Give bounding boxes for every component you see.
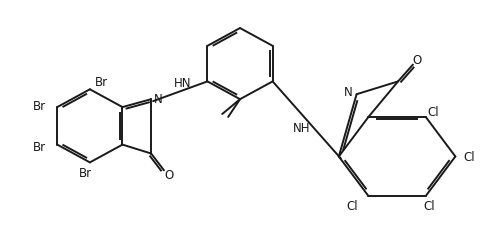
Text: Cl: Cl (347, 200, 359, 212)
Text: O: O (164, 168, 174, 181)
Text: Br: Br (33, 141, 46, 153)
Text: Cl: Cl (463, 150, 475, 163)
Text: Cl: Cl (424, 200, 436, 212)
Text: Br: Br (79, 166, 92, 179)
Text: N: N (153, 92, 163, 105)
Text: Cl: Cl (428, 105, 439, 118)
Text: Br: Br (33, 99, 46, 112)
Text: O: O (412, 54, 422, 67)
Text: N: N (344, 85, 353, 98)
Text: HN: HN (173, 76, 191, 89)
Text: Br: Br (95, 76, 108, 89)
Text: NH: NH (293, 122, 311, 135)
